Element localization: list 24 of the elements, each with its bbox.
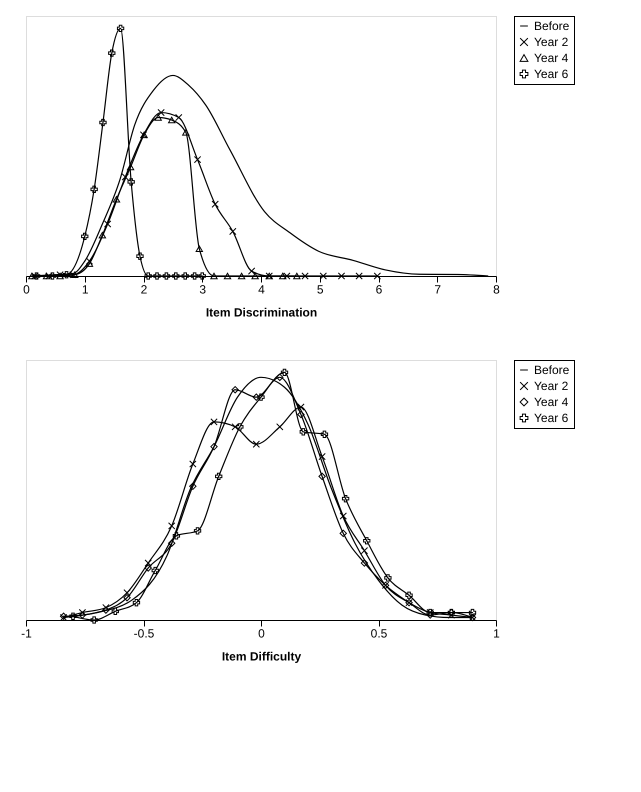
legend-label: Year 2 xyxy=(534,379,569,393)
x-axis-title: Item Discrimination xyxy=(206,306,318,320)
x-tick-label: 0 xyxy=(23,282,30,296)
legend-label: Year 4 xyxy=(534,395,569,409)
x-tick-label: 6 xyxy=(376,282,383,296)
legend-label: Year 2 xyxy=(534,35,569,49)
x-tick-label: 7 xyxy=(434,282,442,296)
x-tick-label: 4 xyxy=(258,282,266,296)
x-tick-label: 0.5 xyxy=(370,626,388,640)
x-axis-title: Item Difficulty xyxy=(222,650,302,664)
x-tick-label: -0.5 xyxy=(134,626,155,640)
x-tick-label: 1 xyxy=(493,626,500,640)
x-tick-label: 5 xyxy=(316,282,324,296)
x-tick-label: 0 xyxy=(258,626,266,640)
x-tick-label: 2 xyxy=(140,282,148,296)
legend-label: Before xyxy=(534,363,570,377)
x-tick-label: 3 xyxy=(199,282,206,296)
legend-label: Year 4 xyxy=(534,51,569,65)
x-tick-label: -1 xyxy=(21,626,32,640)
legend-label: Year 6 xyxy=(534,411,569,425)
x-tick-label: 8 xyxy=(493,282,500,296)
legend-label: Year 6 xyxy=(534,67,569,81)
legend-label: Before xyxy=(534,19,570,33)
x-tick-label: 1 xyxy=(82,282,89,296)
